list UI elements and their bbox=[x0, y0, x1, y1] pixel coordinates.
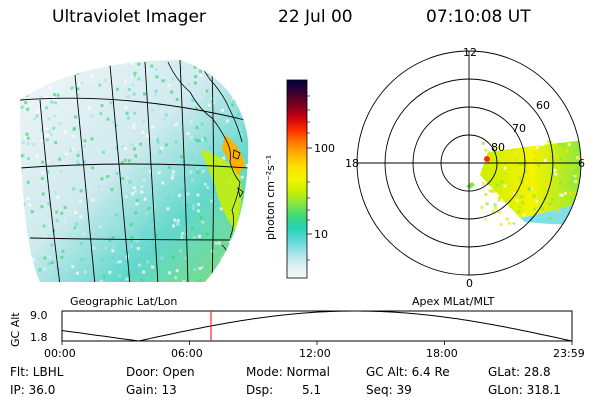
timeline-xtick-1: 06:00 bbox=[171, 347, 203, 360]
info-filter: Flt: LBHL bbox=[10, 365, 64, 379]
info-dsp-value: 5.1 bbox=[302, 383, 322, 397]
polar-small-patch bbox=[466, 182, 475, 189]
timeline-ylabel: GC Alt bbox=[9, 312, 22, 347]
colorbar-gradient bbox=[286, 79, 308, 279]
geo-bright-region bbox=[200, 150, 242, 230]
info-gain: Gain: 13 bbox=[126, 383, 177, 397]
geo-panel-label: Geographic Lat/Lon bbox=[70, 295, 178, 308]
colorbar-tick-10: 10 bbox=[314, 228, 328, 241]
timeline-xtick-0: 00:00 bbox=[44, 347, 76, 360]
geographic-map bbox=[20, 60, 249, 282]
timeline-xtick-3: 18:00 bbox=[426, 347, 458, 360]
colorbar-minor-ticks bbox=[307, 95, 310, 261]
mlt-label-right: 6 bbox=[578, 157, 585, 170]
timeline-frame bbox=[61, 310, 573, 342]
altitude-curve bbox=[61, 310, 573, 342]
info-glat: GLat: 28.8 bbox=[488, 365, 551, 379]
lat-label-70: 70 bbox=[512, 122, 526, 135]
date-label: 22 Jul 00 bbox=[278, 7, 353, 27]
time-label: 07:10:08 UT bbox=[426, 7, 531, 27]
altitude-timeline bbox=[61, 310, 573, 345]
info-door: Door: Open bbox=[126, 365, 195, 379]
mlt-label-top: 12 bbox=[463, 46, 477, 59]
timeline-xtick-2: 12:00 bbox=[299, 347, 331, 360]
polar-plot bbox=[356, 50, 582, 276]
polar-peak-spot bbox=[484, 156, 490, 162]
geo-emission-speckle bbox=[20, 60, 249, 282]
auroral-oval-emission bbox=[480, 140, 581, 218]
info-dsp-label: Dsp: bbox=[246, 383, 274, 397]
mlt-label-left: 18 bbox=[345, 157, 359, 170]
mlt-label-bottom: 0 bbox=[466, 277, 473, 290]
info-seq: Seq: 39 bbox=[366, 383, 412, 397]
polar-grid bbox=[356, 50, 582, 276]
instrument-title: Ultraviolet Imager bbox=[52, 7, 206, 27]
info-glon: GLon: 318.1 bbox=[488, 383, 561, 397]
timeline-ticks bbox=[61, 341, 573, 345]
info-mode: Mode: Normal bbox=[246, 365, 330, 379]
lat-label-60: 60 bbox=[536, 99, 550, 112]
timeline-xtick-4: 23:59 bbox=[553, 347, 585, 360]
colorbar bbox=[286, 79, 312, 279]
geo-grid bbox=[20, 60, 249, 282]
timeline-ytick-bottom: 1.8 bbox=[30, 331, 48, 344]
info-gc-alt: GC Alt: 6.4 Re bbox=[366, 365, 450, 379]
lat-label-80: 80 bbox=[491, 141, 505, 154]
info-ip: IP: 36.0 bbox=[10, 383, 56, 397]
timeline-ytick-top: 9.0 bbox=[30, 309, 48, 322]
colorbar-tick-100: 100 bbox=[314, 142, 335, 155]
polar-panel-label: Apex MLat/MLT bbox=[412, 295, 495, 308]
colorbar-unit-label: photon cm⁻²s⁻¹ bbox=[264, 154, 277, 240]
